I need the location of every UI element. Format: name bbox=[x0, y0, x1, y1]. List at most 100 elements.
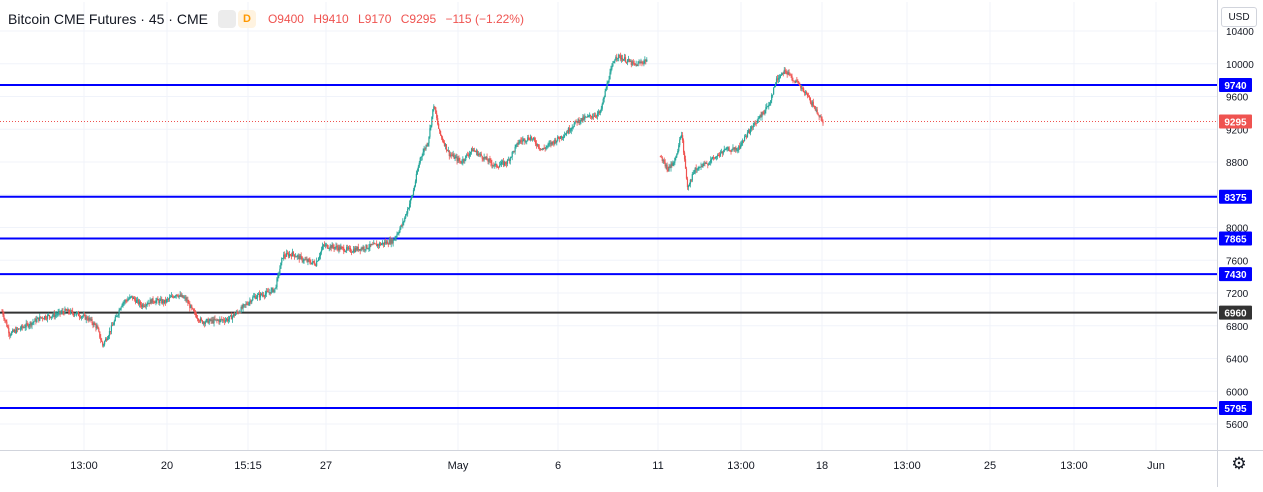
candle-body bbox=[115, 316, 117, 318]
candle-body bbox=[105, 338, 108, 341]
candle-body bbox=[606, 83, 608, 89]
time-axis[interactable]: 13:00 20 15:15 27 May 6 11 13:00 18 13:00 25 13:00 J… bbox=[0, 450, 1263, 473]
candle-body bbox=[697, 168, 699, 170]
currency-button[interactable]: USD bbox=[1221, 7, 1257, 27]
candle-body bbox=[625, 62, 628, 63]
candle-body bbox=[543, 148, 545, 149]
candle-body bbox=[415, 173, 417, 182]
candle-body bbox=[371, 244, 373, 246]
candle-body bbox=[7, 326, 9, 328]
candle-body bbox=[217, 320, 219, 321]
candle-body bbox=[822, 121, 824, 124]
price-tick-label: 10000 bbox=[1226, 60, 1254, 71]
candle-body bbox=[631, 61, 633, 65]
level-tag bbox=[1219, 305, 1252, 320]
candle-body bbox=[299, 255, 301, 260]
candle-body bbox=[536, 144, 538, 146]
time-tick-label: 27 bbox=[320, 460, 332, 472]
candle-body bbox=[82, 314, 84, 317]
candle-body bbox=[618, 54, 620, 59]
candle-body bbox=[368, 247, 370, 249]
candle-body bbox=[683, 152, 686, 160]
candle-body bbox=[114, 317, 116, 322]
eye-icon[interactable] bbox=[217, 10, 236, 28]
level-tag bbox=[1219, 78, 1252, 93]
candle-body bbox=[820, 116, 822, 118]
candle-body bbox=[200, 318, 203, 321]
candle-body bbox=[121, 304, 123, 307]
candle-body bbox=[808, 96, 811, 98]
candle-body bbox=[243, 304, 245, 306]
candle-body bbox=[285, 256, 287, 258]
symbol-title[interactable]: Bitcoin CME Futures · 45 · CME bbox=[8, 11, 208, 27]
candle-body bbox=[379, 243, 382, 246]
candle-body bbox=[468, 155, 470, 157]
gear-icon[interactable]: ⚙ bbox=[1231, 454, 1247, 473]
candle-body bbox=[753, 122, 755, 126]
candle-body bbox=[783, 69, 785, 74]
candle-body bbox=[338, 246, 340, 251]
level-tag bbox=[1219, 189, 1252, 204]
level-tag-label: 7430 bbox=[1224, 270, 1247, 281]
candle-body bbox=[547, 144, 549, 147]
candle-body bbox=[323, 244, 325, 246]
candle-body bbox=[589, 115, 591, 116]
candle-body bbox=[257, 293, 260, 295]
candle-body bbox=[44, 316, 47, 319]
candle-body bbox=[813, 106, 815, 107]
candle-body bbox=[563, 135, 566, 137]
delayed-data-badge[interactable]: D bbox=[237, 10, 256, 28]
candle-body bbox=[183, 297, 185, 299]
candle-body bbox=[791, 75, 793, 81]
candle-body bbox=[703, 163, 705, 165]
candle-body bbox=[663, 160, 665, 163]
candle-body bbox=[352, 249, 355, 252]
close-value: C9295 bbox=[400, 12, 437, 26]
candle-body bbox=[356, 246, 358, 251]
candle-body bbox=[699, 166, 701, 168]
candle-body bbox=[500, 164, 502, 166]
candle-body bbox=[464, 160, 466, 161]
price-tick-label: 8000 bbox=[1226, 224, 1249, 235]
price-axis[interactable]: 1040010000960092008800840080007600720068… bbox=[1217, 0, 1255, 487]
time-tick-label: 13:00 bbox=[893, 460, 921, 472]
candle-body bbox=[821, 117, 823, 122]
candle-body bbox=[361, 248, 363, 250]
candle-body bbox=[378, 244, 380, 246]
candle-body bbox=[197, 318, 200, 321]
candle-body bbox=[551, 141, 553, 145]
time-tick-label: May bbox=[448, 460, 469, 472]
candle-body bbox=[675, 156, 677, 158]
candle-body bbox=[560, 136, 563, 138]
candle-body bbox=[545, 146, 547, 149]
candle-body bbox=[228, 316, 231, 320]
candle-body bbox=[762, 112, 764, 114]
candle-body bbox=[773, 87, 775, 95]
candle-body bbox=[667, 170, 669, 171]
candle-body bbox=[377, 244, 379, 247]
candle-body bbox=[305, 259, 307, 261]
candle-body bbox=[291, 251, 294, 257]
candle-body bbox=[498, 167, 500, 168]
candle-body bbox=[201, 320, 204, 324]
candle-body bbox=[519, 140, 521, 143]
candle-body bbox=[300, 255, 302, 257]
candle-body bbox=[278, 273, 280, 275]
candle-body bbox=[52, 313, 54, 316]
candle-body bbox=[768, 104, 770, 107]
candle-body bbox=[3, 315, 5, 319]
candle-body bbox=[408, 207, 410, 209]
candle-body bbox=[224, 320, 226, 322]
candle-body bbox=[165, 299, 167, 303]
candle-body bbox=[564, 134, 567, 136]
candle-body bbox=[534, 140, 537, 144]
candle-body bbox=[140, 304, 143, 307]
candle-body bbox=[615, 57, 617, 61]
candle-body bbox=[577, 119, 579, 123]
candle-body bbox=[126, 300, 128, 302]
candle-body bbox=[731, 149, 733, 152]
candle-body bbox=[533, 138, 536, 141]
candle-body bbox=[601, 103, 603, 109]
